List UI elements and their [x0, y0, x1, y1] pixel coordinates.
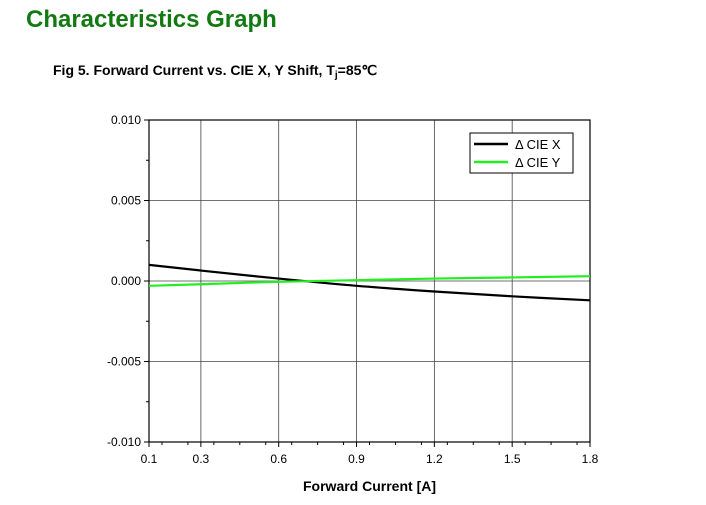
- series-line-cie-x: [148, 263, 591, 302]
- x-axis-title: Forward Current [A]: [303, 478, 436, 494]
- y-tick-label: -0.010: [107, 435, 141, 449]
- y-tick-label: 0.005: [111, 194, 141, 208]
- figure-caption: Fig 5. Forward Current vs. CIE X, Y Shif…: [53, 62, 377, 81]
- x-tick-label: 0.9: [348, 452, 365, 466]
- caption-main: Fig 5. Forward Current vs. CIE X, Y Shif…: [53, 62, 335, 78]
- page-title: Characteristics Graph: [26, 6, 277, 33]
- caption-subscript: j: [334, 70, 338, 81]
- x-tick-label: 0.3: [193, 452, 210, 466]
- legend-label-cie-y: Δ CIE Y: [515, 155, 561, 170]
- y-tick-label: 0.000: [111, 274, 141, 288]
- series-line-cie-y: [148, 275, 591, 287]
- x-tick-label: 0.1: [141, 452, 158, 466]
- x-tick-label: 1.5: [504, 452, 521, 466]
- x-tick-label: 0.6: [270, 452, 287, 466]
- legend-label-cie-x: Δ CIE X: [515, 137, 561, 152]
- caption-condition: =85℃: [337, 62, 378, 78]
- legend-box: [469, 132, 574, 174]
- x-tick-label: 1.8: [582, 452, 599, 466]
- x-tick-label: 1.2: [426, 452, 443, 466]
- y-tick-label: 0.010: [111, 113, 141, 127]
- y-tick-label: -0.005: [107, 355, 141, 369]
